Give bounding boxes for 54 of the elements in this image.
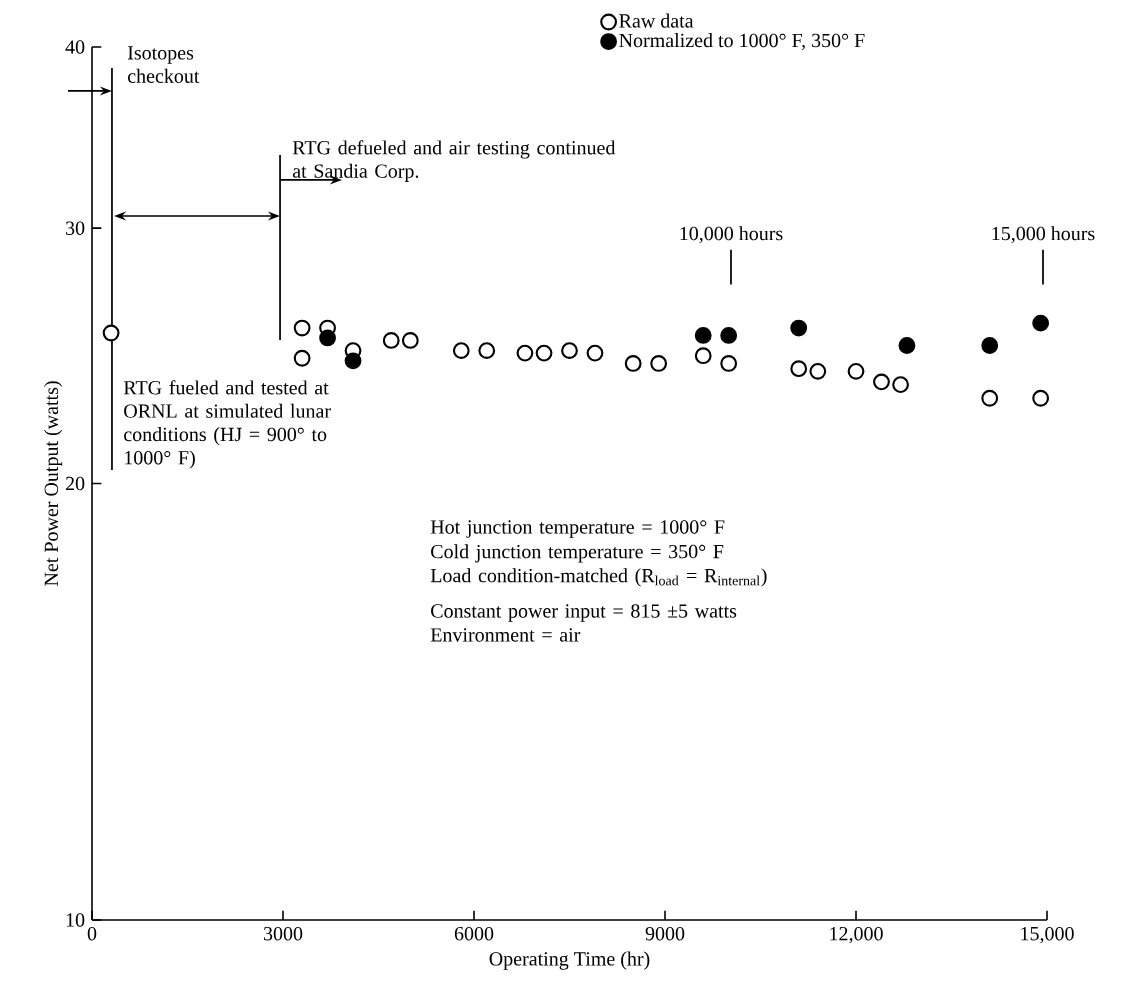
legend-label: Normalized to 1000° F, 350° F xyxy=(619,33,865,51)
point xyxy=(981,389,999,407)
annotation: Isotopes checkout xyxy=(127,46,200,83)
point xyxy=(720,355,738,372)
point xyxy=(809,362,827,380)
point xyxy=(650,355,668,372)
point xyxy=(452,342,470,359)
x-tick-label: 6000 xyxy=(454,926,494,941)
annotation: Load condition-matched (R$_{load}$ = R$_{internal}$) xyxy=(430,568,767,587)
point xyxy=(344,352,362,370)
point xyxy=(102,324,120,342)
point xyxy=(401,332,419,349)
point xyxy=(1032,314,1050,332)
x-tick-label: 9000 xyxy=(645,926,685,941)
annotation: Constant power input = 815 ±5 watts xyxy=(431,604,737,622)
point xyxy=(293,319,311,337)
point xyxy=(382,332,400,349)
point xyxy=(847,362,865,380)
point xyxy=(694,327,712,344)
point xyxy=(586,344,604,362)
legend-label: Raw data xyxy=(619,13,694,28)
y-tick-label: 20 xyxy=(65,476,85,491)
annotation: Environment = air xyxy=(430,628,581,642)
point xyxy=(478,342,496,359)
point xyxy=(516,344,534,362)
y-tick-label: 40 xyxy=(65,40,85,54)
annotation: 10,000 hours xyxy=(680,226,783,244)
point xyxy=(873,373,890,391)
point xyxy=(624,355,642,372)
point xyxy=(694,347,712,365)
point xyxy=(319,329,336,347)
annotation: Hot junction temperature = 1000° F xyxy=(430,520,725,538)
annotation: RTG fueled and tested at ORNL at simulated lunar conditions (HJ = 900° to 1000° F) xyxy=(123,380,331,469)
point xyxy=(790,319,808,337)
y-tick-label: 10 xyxy=(66,913,85,927)
annotation: 15,000 hours xyxy=(992,226,1095,244)
y-tick-label: 30 xyxy=(66,221,85,235)
annotation: Cold junction temperature = 350° F xyxy=(431,544,724,563)
point xyxy=(293,349,311,367)
x-tick-label: 0 xyxy=(87,926,97,941)
point xyxy=(898,337,916,354)
x-tick-label: 15,000 xyxy=(1021,926,1074,944)
point xyxy=(535,344,553,362)
point xyxy=(561,342,578,359)
point xyxy=(981,337,999,354)
annotation: RTG defueled and air testing continued at Sandia Corp. xyxy=(292,140,616,182)
point xyxy=(720,327,738,344)
x-axis-title: Operating Time (hr) xyxy=(489,951,650,970)
point xyxy=(1032,389,1050,407)
point xyxy=(892,376,909,394)
point xyxy=(790,360,808,378)
x-tick-label: 12,000 xyxy=(830,926,883,944)
x-tick-label: 3000 xyxy=(263,926,303,941)
y-axis-title: Net Power Output (watts) xyxy=(44,381,63,586)
